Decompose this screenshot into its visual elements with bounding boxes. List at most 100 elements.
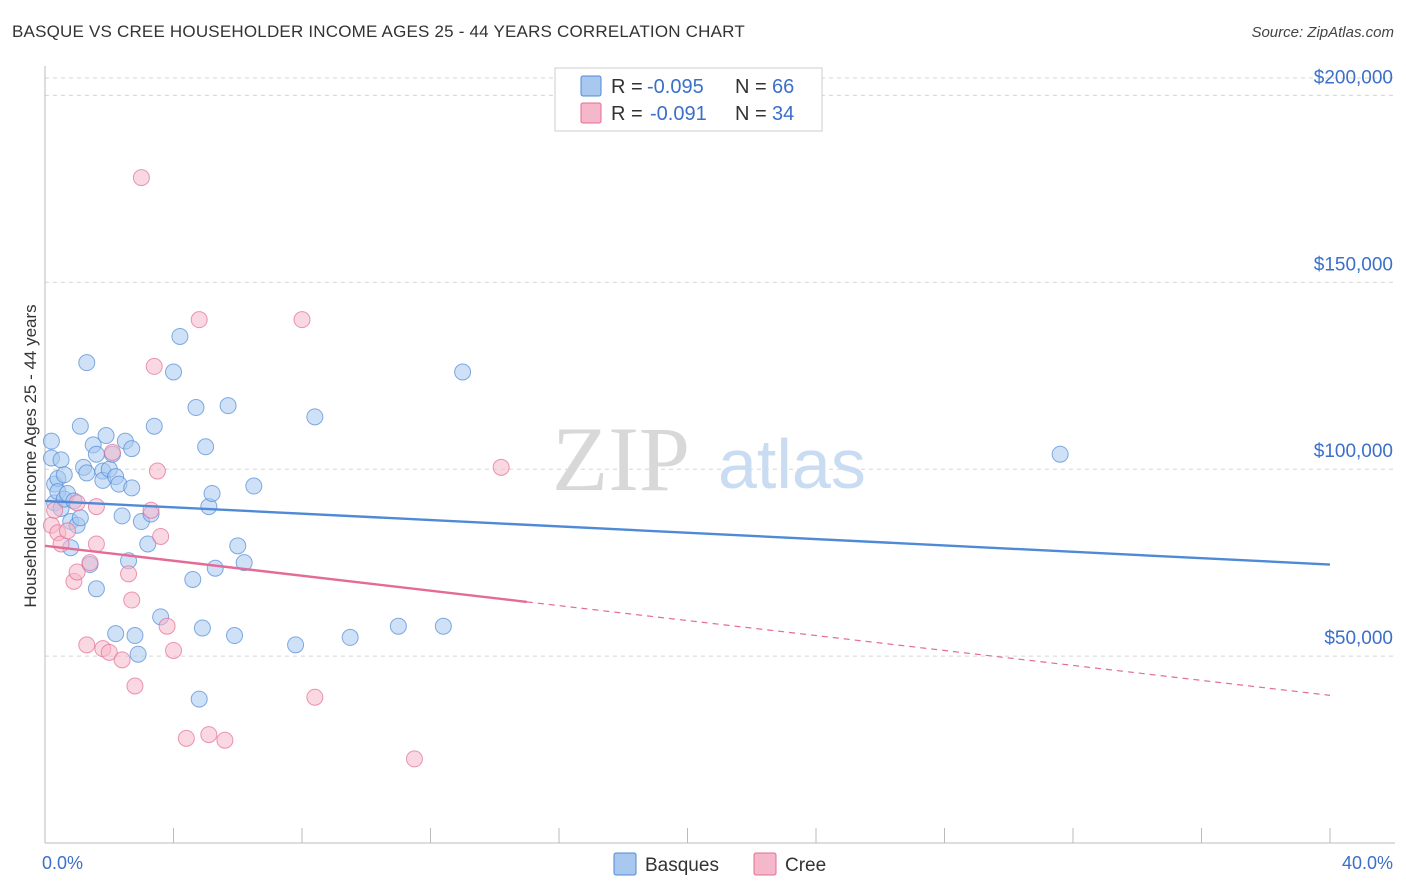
y-tick-label-1: $100,000 [1314, 441, 1393, 462]
point-basques-18 [78, 354, 96, 372]
point-basques-48 [190, 690, 208, 708]
point-cree-14 [103, 443, 121, 461]
point-cree-22 [148, 462, 166, 480]
point-cree-26 [177, 729, 195, 747]
point-cree-31 [306, 688, 324, 706]
data-points [42, 169, 1069, 768]
point-basques-30 [107, 625, 125, 643]
point-basques-19 [78, 464, 96, 482]
point-cree-18 [126, 677, 144, 695]
point-basques-40 [139, 535, 157, 553]
point-basques-57 [235, 554, 253, 572]
y-tick-labels: $50,000 $100,000 $150,000 $200,000 [1314, 67, 1393, 649]
point-basques-37 [126, 627, 144, 645]
legend-swatch-basques [580, 75, 602, 97]
point-basques-47 [187, 399, 205, 417]
legend-n-value-2: 34 [772, 103, 794, 125]
y-tick-label-0: $50,000 [1324, 628, 1393, 649]
watermark-zip: ZIP [552, 408, 690, 510]
point-basques-62 [389, 617, 407, 635]
point-basques-45 [171, 327, 189, 345]
y-tick-label-2: $150,000 [1314, 254, 1393, 275]
point-basques-54 [219, 397, 237, 415]
point-cree-8 [78, 636, 96, 654]
point-basques-46 [184, 570, 202, 588]
point-cree-1 [46, 501, 64, 519]
point-cree-10 [87, 498, 105, 516]
bottom-legend-swatch-cree [753, 852, 777, 876]
watermark: ZIP atlas [552, 408, 866, 510]
point-basques-9 [55, 466, 73, 484]
trend-line-dashed-cree [526, 601, 1331, 696]
point-basques-0 [42, 432, 60, 450]
point-basques-32 [113, 507, 131, 525]
source-label: Source: ZipAtlas.com [1251, 24, 1394, 41]
point-cree-25 [165, 641, 182, 659]
point-basques-53 [206, 559, 224, 577]
point-basques-35 [123, 440, 141, 458]
legend-swatch-cree [580, 102, 602, 124]
trend-line-basques [44, 499, 1331, 566]
bottom-legend-label-basques: Basques [645, 855, 719, 876]
point-cree-9 [81, 554, 99, 572]
point-cree-33 [492, 458, 510, 476]
point-basques-16 [71, 509, 89, 527]
y-axis-title: Householder Income Ages 25 - 44 years [21, 304, 40, 607]
point-cree-16 [120, 565, 138, 583]
point-cree-21 [145, 357, 163, 375]
point-cree-15 [113, 651, 131, 669]
point-basques-23 [87, 445, 105, 463]
point-cree-11 [87, 535, 105, 553]
point-cree-30 [293, 311, 311, 329]
legend-r-value-2: -0.091 [650, 103, 707, 125]
point-basques-26 [97, 427, 115, 445]
point-basques-38 [129, 645, 147, 663]
point-basques-49 [193, 619, 211, 637]
legend-r-label-2: R = [611, 103, 643, 125]
point-cree-23 [152, 527, 170, 545]
point-cree-20 [142, 501, 160, 519]
point-basques-61 [341, 628, 359, 646]
point-basques-65 [1051, 445, 1069, 463]
trend-line-cree [44, 544, 528, 604]
point-basques-6 [52, 451, 70, 469]
chart-title: BASQUE VS CREE HOUSEHOLDER INCOME AGES 2… [12, 22, 745, 41]
point-basques-59 [287, 636, 305, 654]
y-tick-label-3: $200,000 [1314, 67, 1393, 88]
legend-r-value-1: -0.095 [647, 76, 704, 98]
point-basques-52 [203, 484, 221, 502]
point-basques-58 [245, 477, 263, 495]
point-basques-36 [123, 479, 141, 497]
bottom-legend: Basques Cree [613, 852, 826, 876]
x-tick-label-max: 40.0% [1342, 853, 1393, 873]
point-basques-42 [145, 417, 163, 435]
point-basques-15 [71, 417, 89, 435]
point-basques-44 [165, 363, 182, 381]
point-cree-29 [216, 731, 234, 749]
watermark-atlas: atlas [718, 425, 866, 503]
point-cree-28 [200, 726, 218, 744]
point-basques-56 [229, 537, 247, 555]
point-cree-27 [190, 311, 208, 329]
bottom-legend-swatch-basques [613, 852, 637, 876]
point-basques-55 [226, 627, 244, 645]
point-cree-17 [123, 591, 141, 609]
point-cree-24 [158, 617, 176, 635]
point-cree-32 [405, 750, 423, 768]
x-tick-labels: 0.0% 40.0% [42, 853, 1393, 873]
bottom-legend-label-cree: Cree [785, 855, 826, 876]
point-cree-7 [68, 563, 86, 581]
legend-r-label-1: R = [611, 76, 643, 98]
point-cree-13 [100, 643, 118, 661]
point-basques-60 [306, 408, 324, 426]
point-basques-64 [454, 363, 472, 381]
trend-lines [44, 499, 1331, 696]
point-basques-22 [87, 580, 105, 598]
legend-n-value-1: 66 [772, 76, 794, 98]
point-cree-4 [58, 522, 76, 540]
point-cree-19 [132, 169, 150, 187]
legend-n-label-2: N = [735, 103, 767, 125]
x-tick-label-min: 0.0% [42, 853, 83, 873]
legend: R = -0.095 N = 66 R = -0.091 N = 34 [554, 67, 823, 132]
